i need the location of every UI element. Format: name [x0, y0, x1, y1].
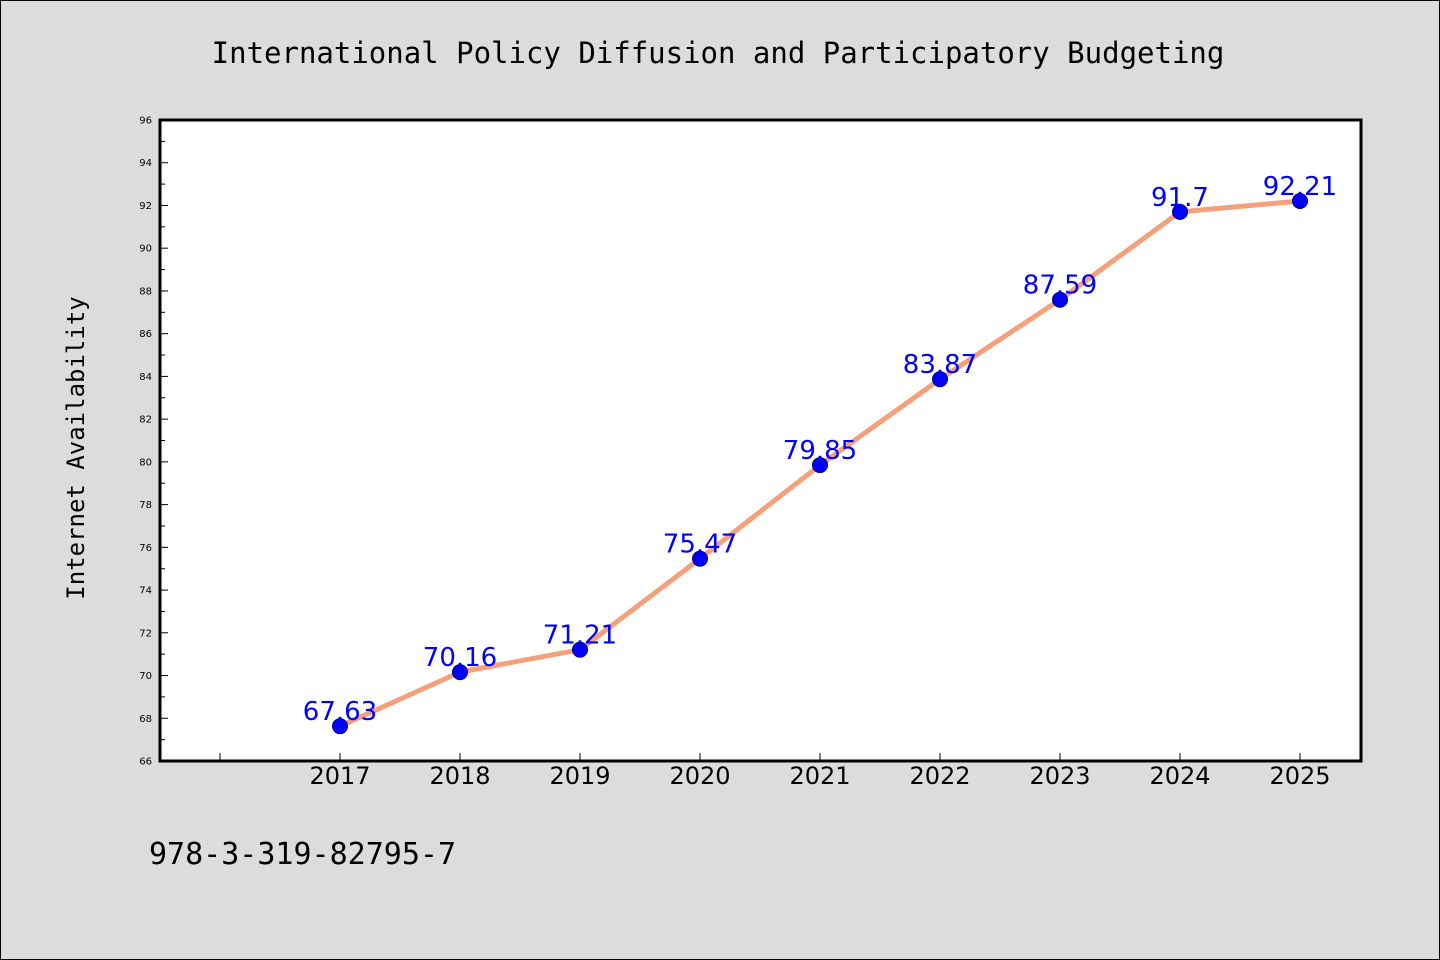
x-axis: 2017 2018 2019 2020 2021 2022 2023 2024 2025: [219, 753, 1331, 790]
y-tick-label: 90: [139, 244, 152, 255]
y-tick-label: 74: [139, 586, 152, 597]
data-label: 91.7: [1151, 183, 1209, 213]
x-tick-label: 2025: [1269, 762, 1330, 790]
x-tick-label: 2021: [789, 762, 850, 790]
y-tick-label: 76: [139, 543, 152, 554]
x-tick-label: 2018: [429, 762, 490, 790]
y-tick-label: 88: [139, 286, 152, 297]
data-label: 83.87: [903, 350, 977, 380]
y-tick-label: 80: [139, 457, 152, 468]
data-points: [332, 192, 1308, 735]
x-tick-label: 2022: [909, 762, 970, 790]
data-point: [332, 718, 348, 735]
y-tick-label: 72: [139, 628, 152, 639]
y-tick-label: 94: [139, 158, 152, 169]
data-labels: 67.63 70.16 71.21 75.47 79.85 83.87 87.59 91.7 9…: [303, 172, 1337, 727]
y-tick-label: 82: [139, 415, 152, 426]
x-tick-label: 2023: [1029, 762, 1090, 790]
data-label: 75.47: [663, 530, 737, 560]
x-tick-label: 2017: [309, 762, 370, 790]
data-point: [932, 371, 948, 388]
y-tick-label: 70: [139, 671, 152, 682]
y-tick-label: 78: [139, 500, 152, 511]
data-label: 70.16: [423, 643, 497, 673]
data-point: [1172, 203, 1188, 220]
data-label: 79.85: [783, 436, 857, 466]
y-axis-label: Internet Availability: [62, 296, 90, 599]
chart-title: International Policy Diffusion and Parti…: [212, 36, 1225, 70]
y-tick-label: 84: [139, 372, 152, 383]
y-tick-label: 96: [139, 116, 152, 127]
y-tick-label: 66: [139, 757, 152, 768]
data-label: 71.21: [543, 621, 617, 651]
y-tick-label: 68: [139, 714, 152, 725]
data-point: [812, 457, 828, 474]
data-point: [1292, 192, 1308, 209]
y-axis: 66 68 70 72 74 76 78 80 82 84 86 88 90 92 94 96: [139, 116, 168, 768]
y-tick-label: 92: [139, 201, 152, 212]
x-tick-label: 2024: [1149, 762, 1210, 790]
x-tick-label: 2019: [549, 762, 610, 790]
data-label: 92.21: [1263, 172, 1337, 202]
data-label: 87.59: [1023, 271, 1097, 301]
y-tick-label: 86: [139, 329, 152, 340]
data-point: [452, 664, 468, 681]
data-point: [572, 641, 588, 658]
data-label: 67.63: [303, 697, 377, 727]
x-tick-label: 2020: [669, 762, 730, 790]
isbn-annotation: 978-3-319-82795-7: [149, 837, 456, 872]
data-point: [692, 550, 708, 567]
data-point: [1052, 291, 1068, 308]
